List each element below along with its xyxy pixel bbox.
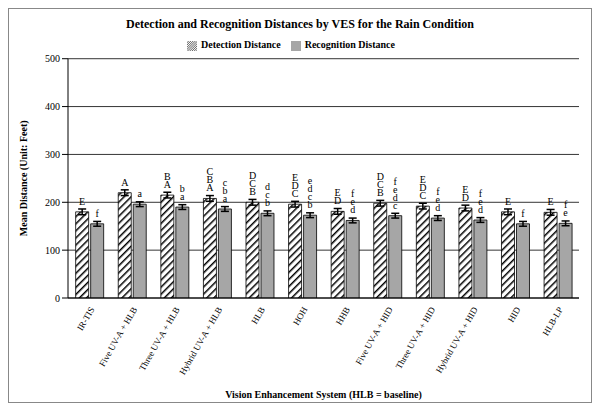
svg-text:200: 200 [45, 197, 60, 208]
html-text:Detection and Recognition Dist: Detection and Recognition Distances by V… [126, 17, 474, 31]
svg-text:d: d [478, 204, 483, 215]
svg-text:a: a [223, 193, 228, 204]
svg-text:Three UV-A + HID: Three UV-A + HID [394, 305, 438, 371]
svg-text:f: f [95, 208, 99, 219]
svg-text:D: D [248, 170, 257, 182]
svg-text:e: e [350, 196, 355, 208]
svg-text:HOH: HOH [291, 305, 310, 327]
svg-text:E: E [292, 172, 299, 184]
svg-text:E: E [505, 196, 511, 207]
svg-text:d: d [265, 181, 270, 193]
svg-text:Hybrid UV-A + HLB: Hybrid UV-A + HLB [177, 305, 224, 376]
svg-text:IR-TIS: IR-TIS [75, 305, 96, 332]
svg-text:A: A [206, 182, 214, 193]
svg-text:d: d [392, 191, 398, 203]
svg-text:b: b [179, 183, 185, 195]
svg-text:E: E [548, 196, 554, 207]
svg-text:c: c [393, 200, 398, 211]
svg-text:Five UV-A + HLB: Five UV-A + HLB [97, 305, 139, 368]
svg-text:0: 0 [55, 293, 60, 304]
svg-text:C: C [376, 179, 384, 191]
svg-text:Mean Distance (Unit: Feet): Mean Distance (Unit: Feet) [18, 120, 30, 236]
svg-text:d: d [435, 202, 440, 213]
svg-text:B: B [206, 174, 214, 186]
svg-text:Three UV-A + HLB: Three UV-A + HLB [137, 305, 182, 372]
svg-text:500: 500 [45, 53, 60, 64]
svg-text:Five UV-A + HID: Five UV-A + HID [353, 305, 394, 367]
svg-text:D: D [462, 192, 469, 203]
svg-text:f: f [521, 208, 525, 219]
svg-text:e: e [563, 207, 568, 218]
svg-text:a: a [138, 188, 143, 199]
svg-text:E: E [79, 196, 85, 207]
svg-text:f: f [393, 175, 397, 187]
svg-text:C: C [419, 190, 426, 201]
svg-text:D: D [376, 171, 384, 183]
svg-text:C: C [292, 188, 299, 199]
html-text:Recognition Distance: Recognition Distance [304, 39, 395, 50]
svg-text:f: f [351, 188, 355, 200]
svg-text:D: D [291, 180, 299, 192]
svg-text:C: C [206, 166, 214, 178]
svg-text:e: e [435, 194, 441, 206]
svg-text:HID: HID [506, 305, 523, 324]
svg-text:c: c [307, 191, 313, 203]
svg-text:e: e [393, 183, 398, 195]
svg-text:Hybrid UV-A + HID: Hybrid UV-A + HID [434, 305, 480, 375]
svg-text:300: 300 [45, 149, 60, 160]
svg-text:B: B [377, 187, 384, 198]
svg-text:d: d [307, 183, 313, 195]
svg-text:b: b [222, 185, 228, 196]
svg-text:E: E [419, 174, 426, 186]
svg-text:A: A [164, 179, 172, 190]
svg-text:D: D [419, 182, 427, 194]
svg-text:B: B [164, 171, 171, 183]
svg-text:f: f [436, 186, 440, 198]
svg-text:f: f [563, 199, 568, 211]
svg-text:HLB: HLB [249, 305, 267, 326]
svg-text:HHB: HHB [334, 305, 352, 326]
svg-text:f: f [478, 188, 483, 199]
svg-text:c: c [265, 189, 270, 201]
svg-text:c: c [222, 177, 228, 188]
svg-text:B: B [249, 186, 256, 197]
svg-text:e: e [307, 175, 313, 187]
svg-text:100: 100 [45, 245, 60, 256]
svg-text:C: C [249, 178, 256, 190]
svg-text:E: E [334, 187, 341, 199]
svg-text:D: D [334, 195, 341, 206]
svg-text:E: E [462, 184, 469, 195]
html-text:Detection Distance: Detection Distance [201, 39, 281, 50]
svg-text:HLB-LP: HLB-LP [541, 305, 565, 337]
svg-text:a: a [180, 191, 185, 202]
svg-text:b: b [265, 197, 270, 208]
svg-text:A: A [121, 177, 129, 188]
svg-text:Vision Enhancement System (HLB: Vision Enhancement System (HLB = baselin… [225, 389, 422, 401]
svg-text:d: d [350, 204, 355, 215]
svg-text:400: 400 [45, 101, 60, 112]
svg-text:e: e [478, 196, 483, 207]
svg-text:b: b [308, 199, 313, 210]
